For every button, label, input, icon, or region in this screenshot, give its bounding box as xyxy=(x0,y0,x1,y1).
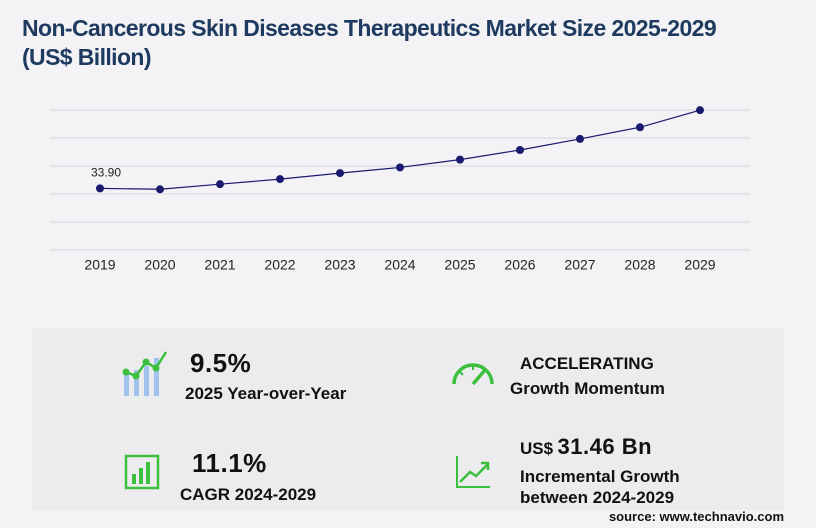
stat-value: 9.5% xyxy=(190,348,252,378)
point xyxy=(216,180,224,189)
growth-icon xyxy=(122,351,168,396)
bar-icon xyxy=(124,454,160,490)
stat-label: Incremental Growth between 2024-2029 xyxy=(520,467,680,507)
point xyxy=(516,146,524,154)
point xyxy=(276,175,284,184)
gauge-icon xyxy=(452,363,494,386)
x-tick-label: 2027 xyxy=(564,257,595,273)
trend-icon xyxy=(456,456,490,488)
stat-value-group: US$ 31.46 Bn xyxy=(520,434,652,460)
x-tick-label: 2023 xyxy=(324,257,355,273)
point xyxy=(336,169,344,178)
point xyxy=(456,155,464,164)
x-tick-label: 2020 xyxy=(144,257,175,273)
point xyxy=(576,134,584,143)
stat-label: CAGR 2024-2029 xyxy=(180,485,317,504)
x-tick-label: 2019 xyxy=(84,257,115,273)
x-tick-label: 2024 xyxy=(384,257,415,273)
x-tick-label: 2022 xyxy=(264,257,295,273)
line xyxy=(99,109,701,190)
chart-title: Non-Cancerous Skin Diseases Therapeutics… xyxy=(22,15,717,70)
point xyxy=(156,185,164,194)
x-tick-label: 2025 xyxy=(444,257,475,273)
x-tick-label: 2021 xyxy=(204,257,235,273)
source: source: www.technavio.com xyxy=(608,509,784,524)
stat-value: ACCELERATING xyxy=(520,354,654,373)
point xyxy=(96,184,104,193)
x-tick-label: 2029 xyxy=(684,257,715,273)
point xyxy=(396,163,404,172)
chart: 2019 2020 2021 2022 2023 2024 2025 2026 2027 2028… xyxy=(50,106,750,273)
x-tick-label: 2028 xyxy=(624,257,655,273)
x-tick-label: 2026 xyxy=(504,257,535,273)
stat-value: 11.1% xyxy=(192,448,267,478)
point xyxy=(636,123,644,132)
stat-label: 2025 Year-over-Year xyxy=(185,384,347,403)
point xyxy=(696,106,704,115)
stat-prefix: US$ xyxy=(520,439,554,458)
stat-value: 31.46 Bn xyxy=(557,434,653,459)
value-label: 33.90 xyxy=(91,166,121,180)
stat-label: Growth Momentum xyxy=(510,379,665,398)
stats-panel: 9.5% 2025 Year-over-Year ACCELERATING Gr… xyxy=(32,328,784,510)
